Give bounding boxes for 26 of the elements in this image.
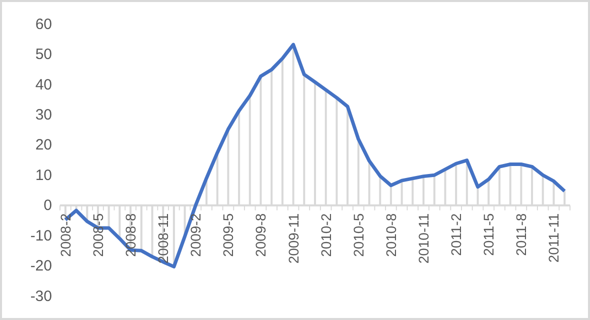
x-tick-label: 2009-8 — [252, 213, 269, 257]
y-tick-label: 20 — [35, 136, 52, 154]
x-tick-label: 2010-8 — [382, 213, 399, 257]
y-tick-label: -10 — [30, 227, 52, 244]
x-tick-label: 2009-2 — [188, 213, 204, 257]
x-tick-label: 2009-5 — [220, 213, 236, 257]
x-tick-label: 2008-5 — [90, 213, 106, 257]
y-tick-label: 30 — [35, 106, 52, 124]
x-tick-label: 2011-8 — [513, 213, 530, 256]
x-tick-label: 2011-2 — [448, 213, 464, 256]
y-tick-label: -20 — [30, 258, 52, 275]
x-tick-label: 2010-11 — [416, 213, 432, 264]
x-tick-label: 2011-11 — [546, 213, 562, 263]
y-tick-label: 0 — [44, 197, 52, 214]
x-tick-label: 2008-8 — [122, 213, 139, 257]
y-tick-label: 40 — [35, 76, 52, 94]
x-tick-label: 2011-5 — [480, 213, 497, 256]
y-tick-label: 50 — [35, 46, 52, 64]
y-tick-label: 10 — [35, 166, 52, 184]
y-tick-label: 60 — [35, 16, 52, 33]
x-tick-label: 2010-2 — [318, 213, 334, 257]
x-tick-label: 2008-11 — [155, 213, 172, 264]
x-tick-label: 2010-5 — [350, 213, 366, 257]
y-tick-label: -30 — [30, 288, 52, 305]
x-tick-label: 2009-11 — [285, 213, 302, 264]
x-tick-label: 2008-2 — [57, 213, 74, 257]
